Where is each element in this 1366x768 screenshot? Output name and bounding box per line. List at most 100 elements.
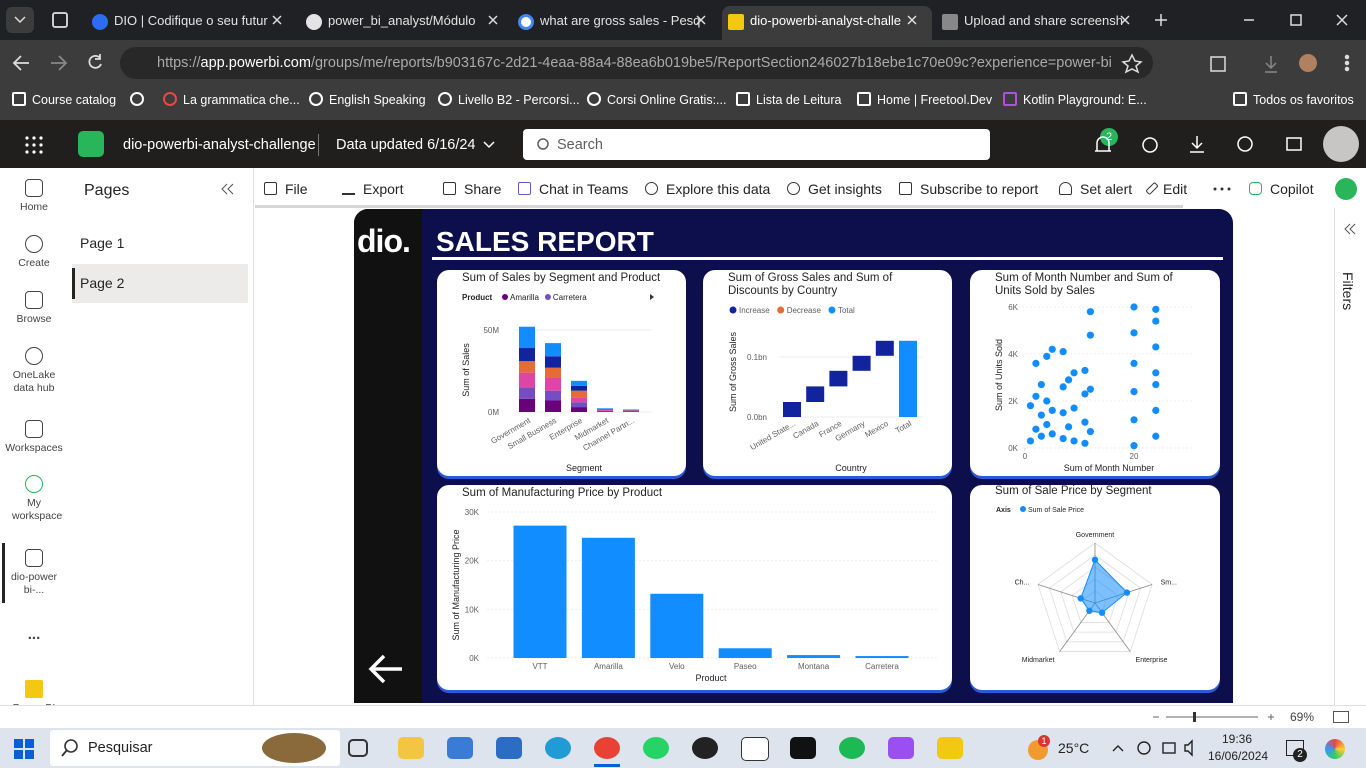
nav-item[interactable]: Create: [0, 235, 68, 270]
toolbar-button[interactable]: Chat in Teams: [518, 181, 628, 197]
downloads[interactable]: [1265, 56, 1277, 73]
page-item[interactable]: Page 1: [80, 235, 125, 251]
taskbar-app[interactable]: [937, 737, 963, 759]
bookmark[interactable]: Course catalog: [12, 92, 116, 107]
toolbar-button[interactable]: Subscribe to report: [899, 181, 1038, 197]
address-bar[interactable]: [120, 47, 1153, 79]
bookmark-label: Course catalog: [32, 93, 117, 107]
taskbar-app[interactable]: [643, 737, 669, 759]
back-button[interactable]: [12, 55, 29, 71]
scatter-point: [1130, 442, 1138, 450]
maximize[interactable]: [1290, 14, 1302, 26]
notifications[interactable]: [1095, 136, 1111, 152]
download[interactable]: [1190, 136, 1204, 153]
system-tray[interactable]: [1110, 738, 1200, 758]
workspace-name[interactable]: dio-powerbi-analyst-challenge: [123, 137, 316, 153]
page-item[interactable]: Page 2: [80, 275, 125, 291]
close-tab[interactable]: [696, 15, 706, 25]
taskbar-app[interactable]: [692, 737, 718, 759]
bookmark[interactable]: [130, 92, 150, 107]
back-arrow[interactable]: [366, 649, 406, 689]
toolbar-button[interactable]: File: [264, 181, 308, 197]
taskbar-app[interactable]: [741, 737, 769, 761]
browser-tab[interactable]: dio-powerbi-analyst-challe: [722, 6, 932, 40]
temperature[interactable]: 25°C: [1058, 740, 1090, 756]
nav-item[interactable]: Workspaces: [0, 420, 68, 455]
bookmark[interactable]: Lista de Leitura: [736, 92, 841, 107]
start-button[interactable]: [14, 739, 34, 759]
task-view[interactable]: [348, 739, 368, 757]
nav-more[interactable]: ...: [27, 626, 41, 643]
taskbar-app[interactable]: [496, 737, 522, 759]
nav-item[interactable]: dio-powerbi-...: [0, 549, 68, 597]
more-options[interactable]: [1212, 184, 1232, 194]
filters-pane[interactable]: [1334, 208, 1366, 705]
chart: 0K 2K 4K 6K 0 20 Sum of Units Sold Sum of Month…: [994, 303, 1192, 473]
filters-label[interactable]: Filters: [1340, 272, 1356, 311]
taskbar-app[interactable]: [447, 737, 473, 759]
bookmark[interactable]: Corsi Online Gratis:...: [587, 92, 726, 107]
clock-time[interactable]: 19:36: [1222, 732, 1253, 746]
close-tab[interactable]: [907, 15, 917, 25]
settings[interactable]: [1142, 137, 1158, 153]
data-updated[interactable]: Data updated 6/16/24: [336, 137, 476, 153]
fit-page[interactable]: [1333, 711, 1349, 723]
new-tab[interactable]: [1155, 14, 1167, 26]
taskbar-app[interactable]: [545, 737, 571, 759]
taskbar-app[interactable]: [594, 737, 620, 759]
browser-tab[interactable]: power_bi_analyst/Módulo: [300, 6, 503, 40]
scatter-point: [1081, 390, 1089, 398]
clock-date[interactable]: 16/06/2024: [1208, 749, 1269, 763]
reload-button[interactable]: [88, 54, 102, 69]
axis-label: Sm...: [1161, 580, 1177, 587]
collapse-pages[interactable]: [220, 182, 236, 196]
browser-tab[interactable]: DIO | Codifique o seu futur: [86, 6, 289, 40]
toolbar-button[interactable]: Get insights: [787, 181, 882, 197]
forward-button[interactable]: [51, 55, 68, 71]
toolbar-button[interactable]: Copilot: [1249, 181, 1314, 197]
bookmark[interactable]: Todos os favoritos: [1233, 92, 1354, 107]
bookmark[interactable]: Livello B2 - Percorsi...: [438, 92, 580, 107]
zoom-slider[interactable]: [1150, 709, 1280, 725]
toolbar-button[interactable]: Edit: [1145, 181, 1187, 197]
bookmark-star[interactable]: [1121, 53, 1143, 74]
taskbar-app[interactable]: [398, 737, 424, 759]
copilot-taskbar[interactable]: [1325, 739, 1345, 759]
taskbar-app[interactable]: [790, 737, 816, 759]
close-tab[interactable]: [272, 15, 282, 25]
help[interactable]: [1237, 136, 1253, 152]
toolbar-button[interactable]: Set alert: [1059, 181, 1132, 197]
taskbar-app[interactable]: [839, 737, 865, 759]
toolbar-button[interactable]: Share: [443, 181, 501, 197]
workspaces-button[interactable]: [52, 12, 68, 28]
extensions[interactable]: [1210, 56, 1226, 72]
nav-item[interactable]: My workspace: [0, 475, 68, 523]
expand-filters[interactable]: [1343, 222, 1357, 236]
profile[interactable]: [1299, 54, 1317, 72]
bookmark[interactable]: La grammatica che...: [163, 92, 300, 107]
scatter-point: [1081, 418, 1089, 426]
nav-item[interactable]: Home: [0, 179, 68, 214]
x-axis-label: Country: [835, 463, 867, 473]
browser-tab[interactable]: Upload and share screensh: [936, 6, 1139, 40]
close-tab[interactable]: [488, 15, 498, 25]
page-item-selected[interactable]: [72, 264, 248, 303]
search-box[interactable]: [523, 129, 990, 160]
close-tab[interactable]: [1120, 15, 1130, 25]
toolbar-button[interactable]: Explore this data: [645, 181, 770, 197]
toolbar-button[interactable]: Export: [342, 181, 403, 197]
reset-button[interactable]: [1335, 178, 1357, 200]
nav-item[interactable]: OneLake data hub: [0, 347, 68, 395]
search-placeholder: Search: [557, 137, 603, 153]
browser-tab[interactable]: what are gross sales - Pesq: [512, 6, 715, 40]
close-window[interactable]: [1336, 14, 1348, 26]
zoom-level[interactable]: 69%: [1290, 710, 1315, 724]
account[interactable]: [1323, 126, 1359, 162]
bookmark[interactable]: Home | Freetool.Dev: [857, 92, 992, 107]
taskbar-app[interactable]: [888, 737, 914, 759]
nav-item[interactable]: Browse: [0, 291, 68, 326]
feedback[interactable]: [1286, 137, 1302, 151]
bookmark[interactable]: Kotlin Playground: E...: [1003, 92, 1147, 107]
bookmark[interactable]: English Speaking: [309, 92, 426, 107]
tab-search-button[interactable]: [6, 7, 34, 33]
